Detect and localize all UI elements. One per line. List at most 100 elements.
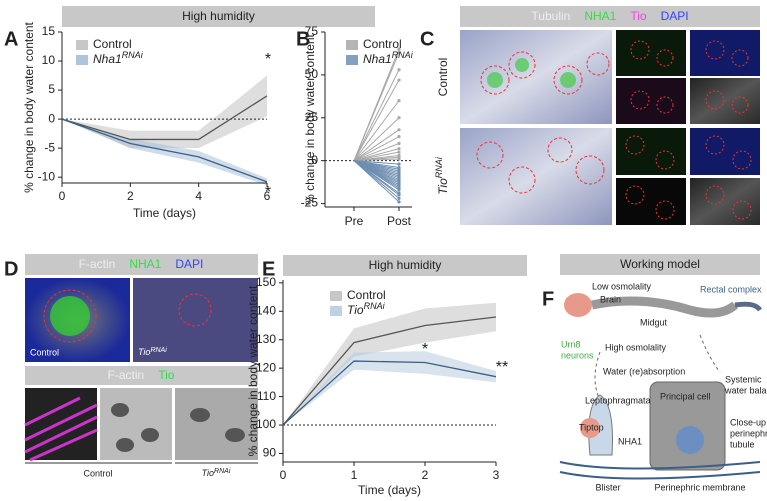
micrograph [133,278,258,362]
diagram-label: Water (re)absorption [603,366,685,376]
subject-point [397,188,401,192]
legend-swatch [330,306,342,316]
series-line [61,118,268,183]
arrows [594,334,721,401]
legend-swatch [330,291,342,301]
y-tick-label: 90 [263,446,277,460]
tiptop [580,418,600,438]
legend-label: Control [347,288,386,302]
panel-header: High humidity [182,9,255,23]
significance: ** [496,359,508,376]
significance: * [265,51,271,68]
subject-line [353,160,400,165]
y-tick-label: 140 [256,303,276,317]
cell-outlines [476,137,605,194]
y-tick-label: 150 [256,275,276,289]
panel-letter: E [262,258,275,280]
x-tick-label: Post [387,214,412,228]
nucleus [676,426,704,454]
diagram-label: NHA1 [618,436,642,446]
legend-label: Control [93,37,132,51]
principal-cell [649,381,726,471]
subject-point [397,50,401,55]
y-tick-label: 120 [256,360,276,374]
diagram-label: neurons [561,350,594,360]
subject-point [397,147,401,151]
significance: * [422,341,428,358]
x-tick-label: 4 [195,189,202,203]
header-bar [25,254,258,275]
subject-point [397,141,401,146]
x-axis-label: Time (days) [358,483,421,497]
y-tick-label: 10 [42,53,56,67]
legend-name: Nha1 [93,52,122,66]
x-tick-label: 6 [264,189,271,203]
header-bar [460,6,760,27]
series-line [282,316,497,426]
header-bar [560,254,760,275]
legend-label: Nha1RNAi [93,50,144,66]
diagram-label: Low osmolality [592,281,652,291]
nuclei [111,403,159,452]
channel-name: F-actin [79,257,116,271]
y-tick-label: 25 [305,110,319,124]
legend-swatch [76,40,88,50]
diagram-label: perinephric [730,428,767,438]
error-band [62,75,267,149]
x-tick-label: Pre [345,214,364,228]
micrograph [460,128,612,225]
subject-point [397,162,401,166]
diagram-label: Leptophragmata [585,395,651,405]
diagram-label: Tiptop [579,422,604,432]
diagram-label: High osmolality [605,342,667,352]
x-tick-label: 2 [127,189,134,203]
subject-point [397,128,401,132]
channel-name: Tubulin [531,9,570,23]
legend-sup: RNAi [392,50,414,60]
membrane [559,461,761,480]
y-tick-label: -5 [44,140,55,154]
cell-outline [178,293,212,327]
subject-line [353,100,400,161]
error-band [62,119,267,186]
diagram-label: Systemic [725,374,762,384]
cell-outline [43,289,97,343]
subject-point [397,78,401,82]
subject-line [353,143,400,162]
legend-name: Control [93,37,132,51]
y-tick-label: 0 [311,153,318,167]
legend-name: Control [347,288,386,302]
panel-letter: F [542,288,554,310]
subject-point [397,116,401,120]
legend-sup: RNAi [364,301,386,311]
caption: Control [83,468,112,478]
channel-thumbnails [616,30,760,225]
x-tick-label: 2 [422,468,429,482]
image-label: TioRNAi [138,347,167,358]
subject-line [353,151,400,162]
diagram-label: Blister [595,482,620,492]
panel-header: High humidity [369,258,442,272]
subject-line [353,79,400,161]
subject-point [397,150,401,154]
legend-label: Nha1RNAi [363,50,414,66]
y-tick-label: 75 [305,24,319,38]
significance: * [265,184,271,201]
image-label: Control [30,347,59,357]
nha1-signal [50,296,90,336]
nuclei [190,408,245,442]
channel-name: Tio [158,368,175,382]
legend-swatch [346,40,358,50]
subject-line [353,148,400,162]
legend-name: Tio [347,303,364,317]
nha1-signal [487,58,576,88]
subject-point [397,47,401,51]
diagram-label: tubule [730,439,755,449]
row-label: TioRNAi [434,156,450,195]
diagram-label: Urn8 [561,339,581,349]
header-bar [283,255,527,276]
legend-sup: RNAi [122,50,144,60]
x-tick-label: 3 [493,468,500,482]
diagram-label: Close-up of [730,417,767,427]
